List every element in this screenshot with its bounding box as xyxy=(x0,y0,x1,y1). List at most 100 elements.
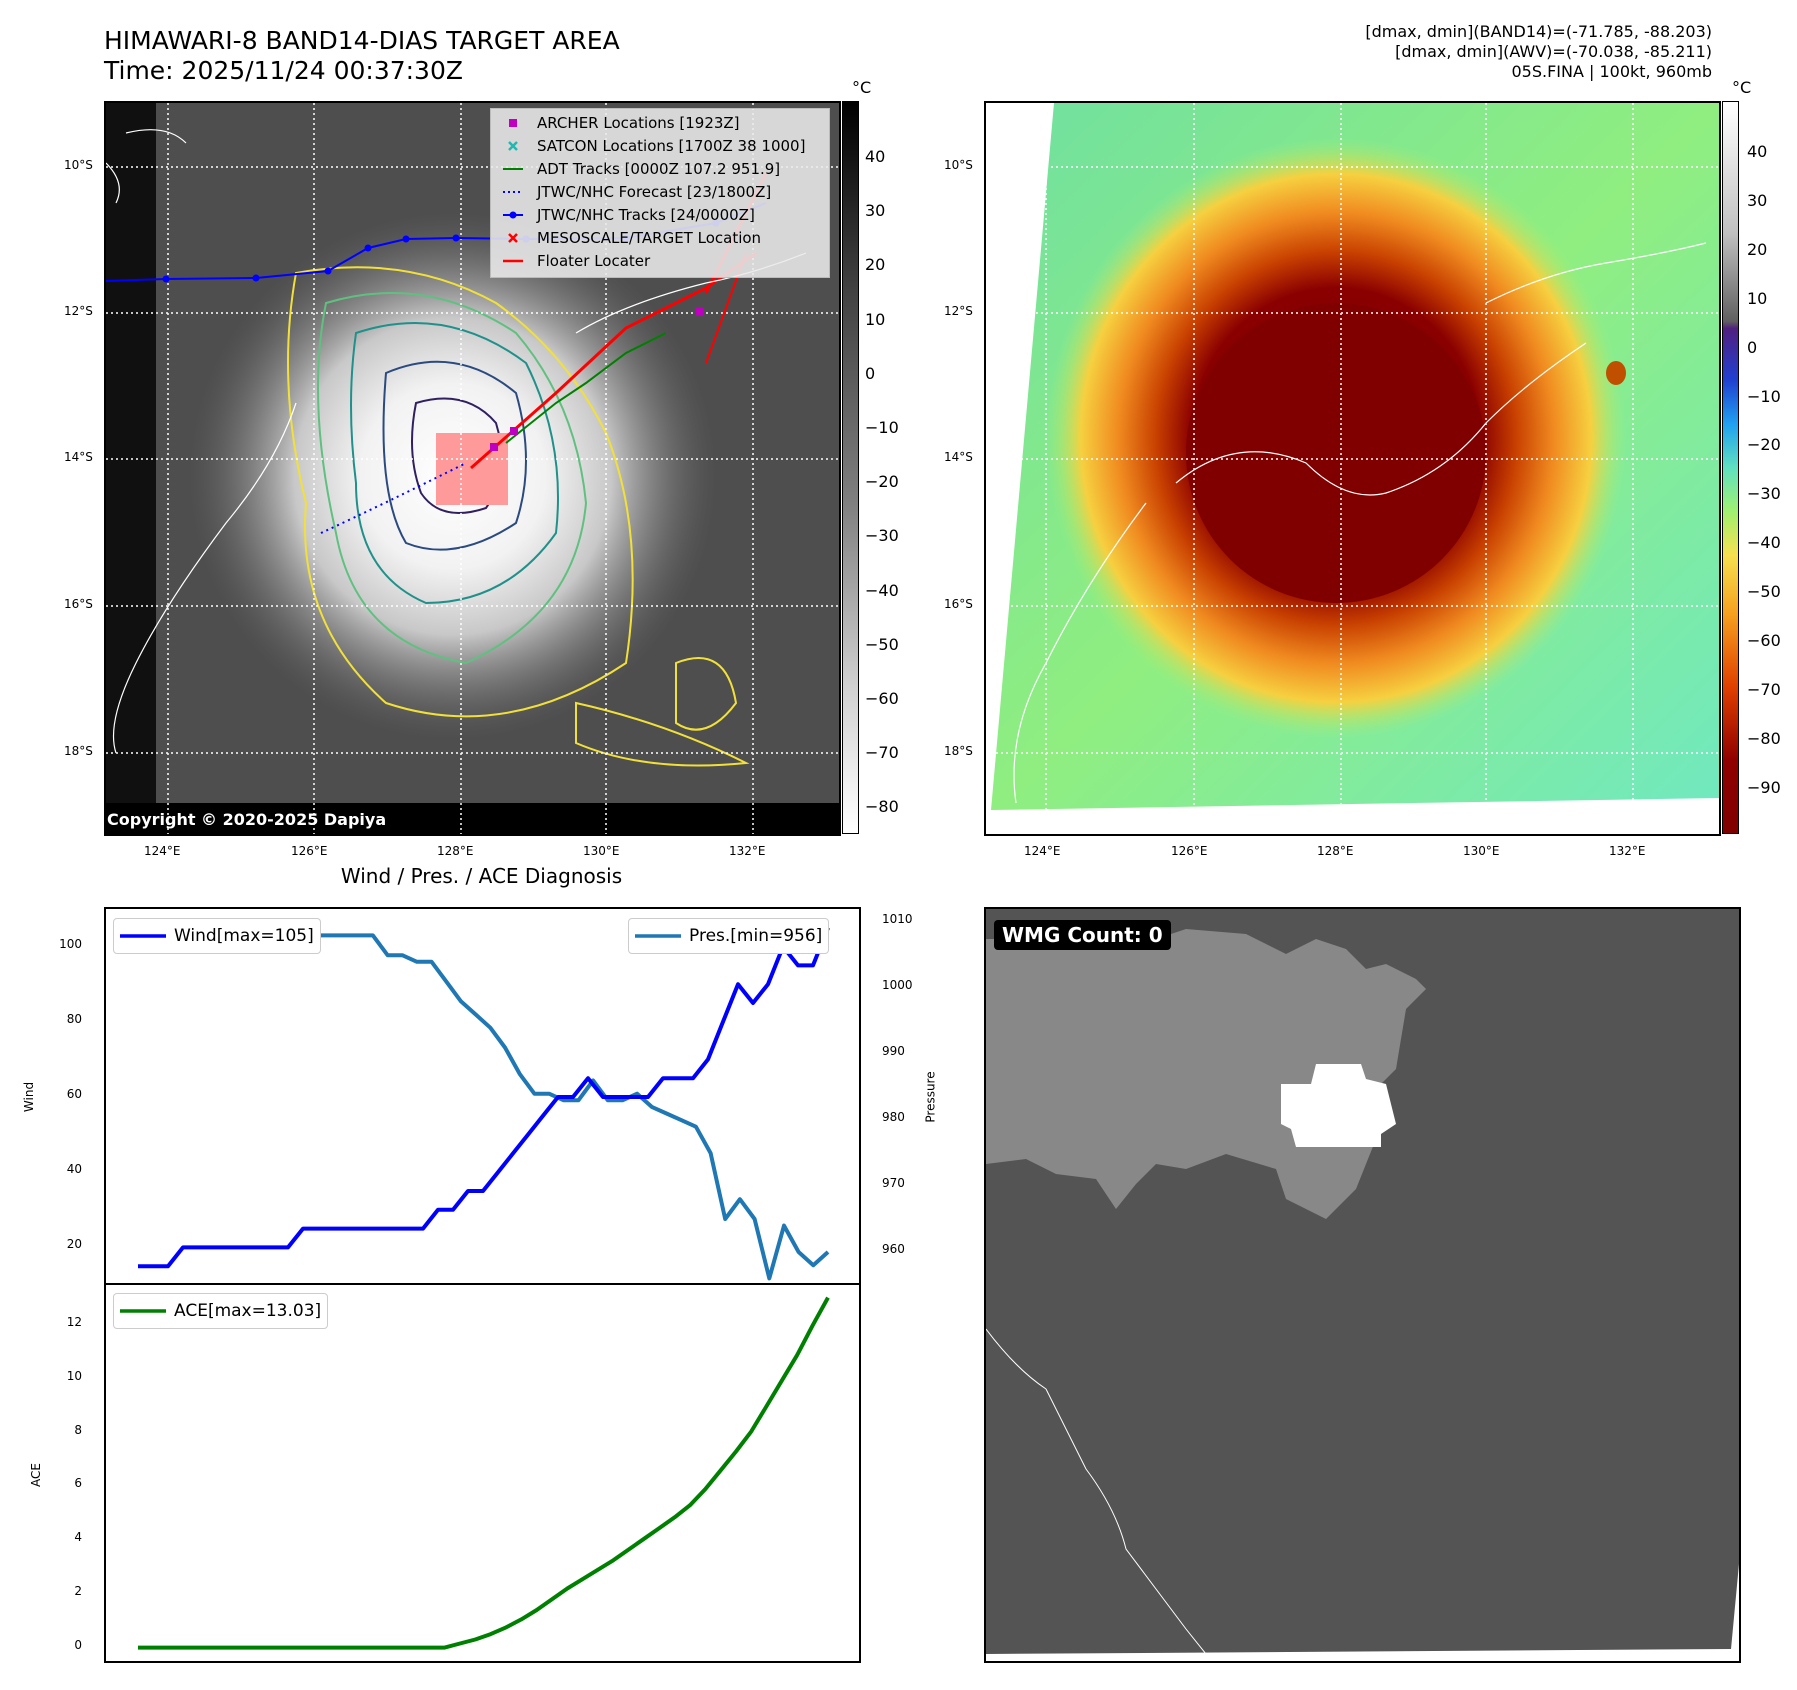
colorbar-tick: −20 xyxy=(1747,435,1781,455)
lon-label: 130°E xyxy=(583,844,620,858)
lon-label: 132°E xyxy=(1609,844,1646,858)
legend-item: Floater Locater xyxy=(503,251,650,271)
axis-tick-label: 100 xyxy=(59,936,82,951)
title-line-2: Time: 2025/11/24 00:37:30Z xyxy=(104,56,463,85)
main-title: HIMAWARI-8 BAND14-DIAS TARGET AREA Time:… xyxy=(104,26,620,86)
lat-label: 16°S xyxy=(944,597,973,611)
lat-label: 12°S xyxy=(64,304,93,318)
lon-label: 126°E xyxy=(291,844,328,858)
storm-info: 05S.FINA | 100kt, 960mb xyxy=(1511,62,1712,81)
title-line-1: HIMAWARI-8 BAND14-DIAS TARGET AREA xyxy=(104,26,620,55)
colorbar-tick: −50 xyxy=(865,634,899,654)
colorbar-tick: −80 xyxy=(865,797,899,817)
axis-tick-label: 4 xyxy=(74,1530,82,1545)
legend-item: SATCON Locations [1700Z 38 1000] xyxy=(503,136,805,156)
pressure-legend-line-icon xyxy=(635,934,681,938)
lon-label: 124°E xyxy=(144,844,181,858)
axis-tick-label: 8 xyxy=(74,1422,82,1437)
unit-label-left: °C xyxy=(852,78,872,97)
lon-label: 130°E xyxy=(1463,844,1500,858)
awv-map-graphic xyxy=(986,103,1719,834)
colorbar-tick: −30 xyxy=(1747,484,1781,504)
axis-tick-label: 990 xyxy=(882,1044,905,1059)
lat-label: 14°S xyxy=(944,450,973,464)
ir-map-graphic xyxy=(106,103,839,834)
pressure-legend: Pres.[min=956] xyxy=(628,918,830,954)
colorbar-tick: 0 xyxy=(865,363,876,383)
axis-tick-label: 2 xyxy=(74,1583,82,1598)
axis-tick-label: 40 xyxy=(66,1162,82,1177)
lat-label: 14°S xyxy=(64,450,93,464)
colorbar-tick: 30 xyxy=(1747,190,1768,210)
axis-tick-label: 970 xyxy=(882,1176,905,1191)
lat-label: 16°S xyxy=(64,597,93,611)
colorbar-tick: −80 xyxy=(1747,728,1781,748)
colorbar-tick: 0 xyxy=(1747,337,1758,357)
colorbar-tick: −10 xyxy=(865,418,899,437)
colorbar-tick: 30 xyxy=(865,201,886,221)
axis-tick-label: 0 xyxy=(74,1637,82,1652)
colorbar-tick: −10 xyxy=(1747,386,1781,406)
wmg-graphic xyxy=(985,909,1739,1655)
lat-label: 10°S xyxy=(64,158,93,172)
colorbar-tick: −70 xyxy=(1747,679,1781,699)
target-marker-icon xyxy=(508,233,518,243)
unit-label-right: °C xyxy=(1732,78,1752,97)
ace-plot xyxy=(104,1283,861,1663)
colorbar-tick: −60 xyxy=(865,689,899,708)
lon-label: 128°E xyxy=(1317,844,1354,858)
wind-pressure-plot xyxy=(104,907,861,1287)
axis-tick-label: 980 xyxy=(882,1110,905,1125)
lon-label: 128°E xyxy=(437,844,474,858)
lat-label: 12°S xyxy=(944,304,973,318)
awv-range: [dmax, dmin](AWV)=(-70.038, -85.211) xyxy=(1395,42,1712,61)
wind-series-line xyxy=(138,927,830,1269)
colorbar-tick: −50 xyxy=(1747,582,1781,602)
ace-legend-line-icon xyxy=(120,1309,166,1313)
wind-pressure-svg xyxy=(138,920,830,1281)
pressure-axis-label: Pressure xyxy=(923,1071,938,1123)
wind-legend: Wind[max=105] xyxy=(113,918,321,954)
lon-label: 126°E xyxy=(1171,844,1208,858)
colorbar-tick: −40 xyxy=(865,580,899,600)
legend-item: ARCHER Locations [1923Z] xyxy=(503,113,740,133)
axis-tick-label: 1000 xyxy=(882,978,913,993)
gray-colorbar xyxy=(842,101,859,834)
colorbar-tick: −90 xyxy=(1747,777,1781,797)
ace-legend: ACE[max=13.03] xyxy=(113,1293,329,1329)
wmg-count-badge: WMG Count: 0 xyxy=(994,920,1171,950)
color-colorbar xyxy=(1722,101,1739,834)
axis-tick-label: 10 xyxy=(66,1369,82,1383)
archer-marker-icon xyxy=(509,119,517,127)
axis-tick-label: 20 xyxy=(66,1237,82,1252)
colorbar-tick: −20 xyxy=(865,472,899,492)
colorbar-tick: 10 xyxy=(1747,288,1768,308)
legend-item: JTWC/NHC Forecast [23/1800Z] xyxy=(503,182,771,202)
colorbar-tick: 20 xyxy=(1747,239,1768,259)
axis-tick-label: 60 xyxy=(66,1087,82,1101)
ace-svg xyxy=(138,1296,830,1650)
lon-label: 132°E xyxy=(729,844,766,858)
lat-label: 18°S xyxy=(944,744,973,758)
axis-tick-label: 1010 xyxy=(882,912,913,927)
lon-label: 124°E xyxy=(1024,844,1061,858)
floater-line-icon xyxy=(503,259,523,263)
colorbar-tick: 10 xyxy=(865,309,886,329)
lat-label: 10°S xyxy=(944,158,973,172)
axis-tick-label: 6 xyxy=(74,1476,82,1491)
track-line-icon xyxy=(503,211,523,219)
axis-tick-label: 12 xyxy=(66,1315,82,1330)
map-legend: ARCHER Locations [1923Z] SATCON Location… xyxy=(490,108,830,278)
colorbar-tick: −30 xyxy=(865,526,899,546)
colorbar-tick: −70 xyxy=(865,743,899,763)
forecast-line-icon xyxy=(503,191,523,193)
ace-axis-label: ACE xyxy=(28,1463,43,1487)
adt-line-icon xyxy=(503,168,523,170)
legend-item: ADT Tracks [0000Z 107.2 951.9] xyxy=(503,159,780,179)
wind-legend-line-icon xyxy=(120,934,166,938)
diagnosis-title: Wind / Pres. / ACE Diagnosis xyxy=(340,864,623,888)
colorbar-tick: 40 xyxy=(1747,142,1768,161)
legend-item: JTWC/NHC Tracks [24/0000Z] xyxy=(503,205,755,225)
colorbar-tick: −40 xyxy=(1747,533,1781,553)
colorbar-tick: 40 xyxy=(865,147,886,166)
